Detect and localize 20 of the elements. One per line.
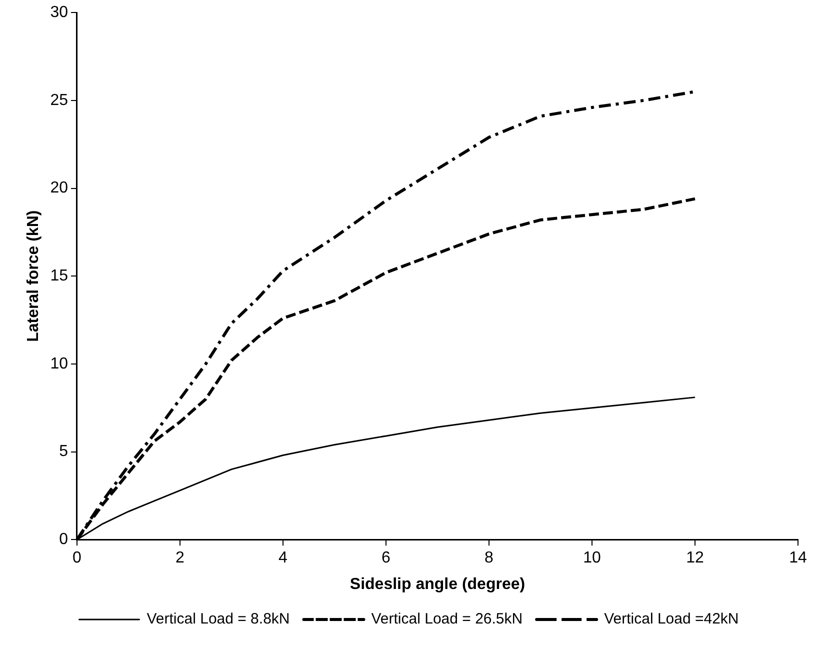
- x-tick-label: 14: [789, 550, 807, 567]
- y-tick-label: 20: [50, 180, 68, 197]
- y-tick-label: 30: [50, 4, 68, 22]
- x-tick-label: 10: [583, 550, 601, 567]
- x-tick-label: 4: [278, 550, 288, 567]
- y-tick-label: 10: [50, 355, 68, 372]
- y-tick-label: 25: [50, 92, 68, 109]
- legend-label: Vertical Load = 26.5kN: [371, 610, 523, 628]
- y-tick-label: 0: [59, 531, 68, 548]
- x-tick-label: 8: [484, 550, 494, 567]
- x-axis-title: Sideslip angle (degree): [350, 576, 526, 593]
- legend-label: Vertical Load =42kN: [604, 610, 739, 628]
- x-tick-label: 12: [686, 550, 704, 567]
- y-tick-label: 15: [50, 268, 68, 285]
- x-tick-label: 2: [176, 550, 185, 567]
- y-tick-label: 5: [59, 443, 68, 460]
- x-tick-label: 0: [72, 550, 82, 567]
- x-tick-label: 6: [382, 550, 391, 567]
- legend-label: Vertical Load = 8.8kN: [146, 610, 290, 628]
- y-axis-title: Lateral force (kN): [25, 210, 42, 342]
